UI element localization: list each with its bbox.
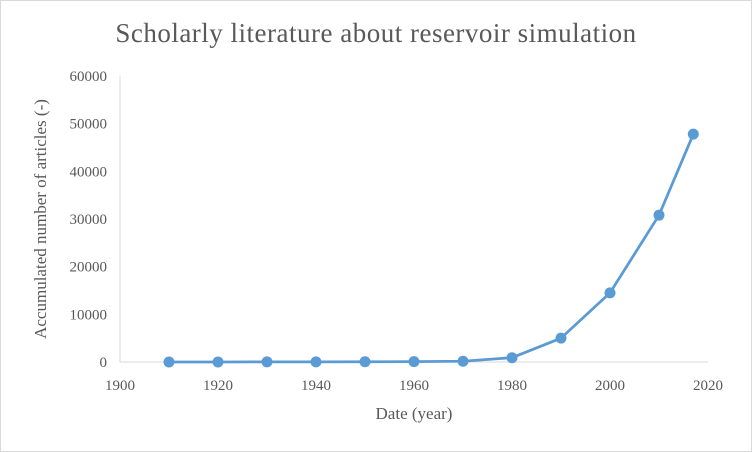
data-point: [310, 356, 322, 368]
series-group: [163, 128, 699, 368]
y-tick-label: 10000: [70, 307, 108, 323]
data-point: [687, 128, 699, 140]
data-point: [457, 355, 469, 367]
data-point: [359, 356, 371, 368]
x-tick-label: 1960: [399, 378, 429, 394]
data-point: [506, 352, 518, 364]
y-tick-label: 40000: [70, 164, 108, 180]
data-point: [212, 356, 224, 368]
y-axis-label: Accumulated number of articles (-): [31, 99, 50, 339]
x-tick-label: 1900: [105, 378, 135, 394]
x-tick-label: 1920: [203, 378, 233, 394]
x-axis-label: Date (year): [376, 404, 453, 423]
chart-title: Scholarly literature about reservoir sim…: [115, 18, 637, 48]
x-tick-label: 2000: [595, 378, 625, 394]
y-tick-labels: 0 10000 20000 30000 40000 50000 60000: [70, 69, 108, 371]
y-tick-label: 60000: [70, 69, 108, 85]
x-tick-labels: 1900 1920 1940 1960 1980 2000 2020: [105, 378, 723, 394]
x-tick-label: 2020: [693, 378, 723, 394]
y-tick-label: 0: [100, 355, 108, 371]
y-tick-label: 20000: [70, 260, 108, 276]
y-tick-label: 50000: [70, 117, 108, 133]
y-tick-label: 30000: [70, 212, 108, 228]
data-point: [653, 209, 665, 221]
data-point: [555, 332, 567, 344]
data-point: [261, 356, 273, 368]
x-tick-label: 1940: [301, 378, 331, 394]
series-line: [168, 133, 695, 364]
data-point: [163, 356, 175, 368]
x-tick-label: 1980: [497, 378, 527, 394]
data-point: [604, 287, 616, 299]
data-point: [408, 356, 420, 368]
